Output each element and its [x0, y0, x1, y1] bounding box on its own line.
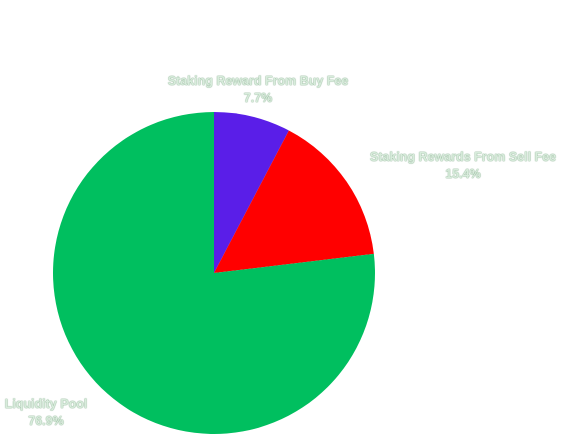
slice-staking-buy — [214, 112, 289, 273]
slice-label-staking-sell: Staking Rewards From Sell Fee 15.4% — [370, 149, 556, 183]
slice-label-liquidity-pool: Liquidity Pool 76.9% — [5, 396, 88, 430]
slice-label-name: Staking Reward From Buy Fee — [167, 74, 349, 88]
slice-label-name: Liquidity Pool — [4, 397, 88, 411]
slice-label-value: 15.4% — [445, 167, 481, 181]
slice-label-value: 7.7% — [243, 91, 273, 105]
slice-label-staking-buy: Staking Reward From Buy Fee 7.7% — [168, 73, 349, 107]
slice-label-value: 76.9% — [28, 414, 64, 428]
slice-staking-sell — [214, 130, 374, 273]
slice-liquidity-pool — [52, 112, 376, 434]
slice-label-name: Staking Rewards From Sell Fee — [369, 150, 557, 164]
